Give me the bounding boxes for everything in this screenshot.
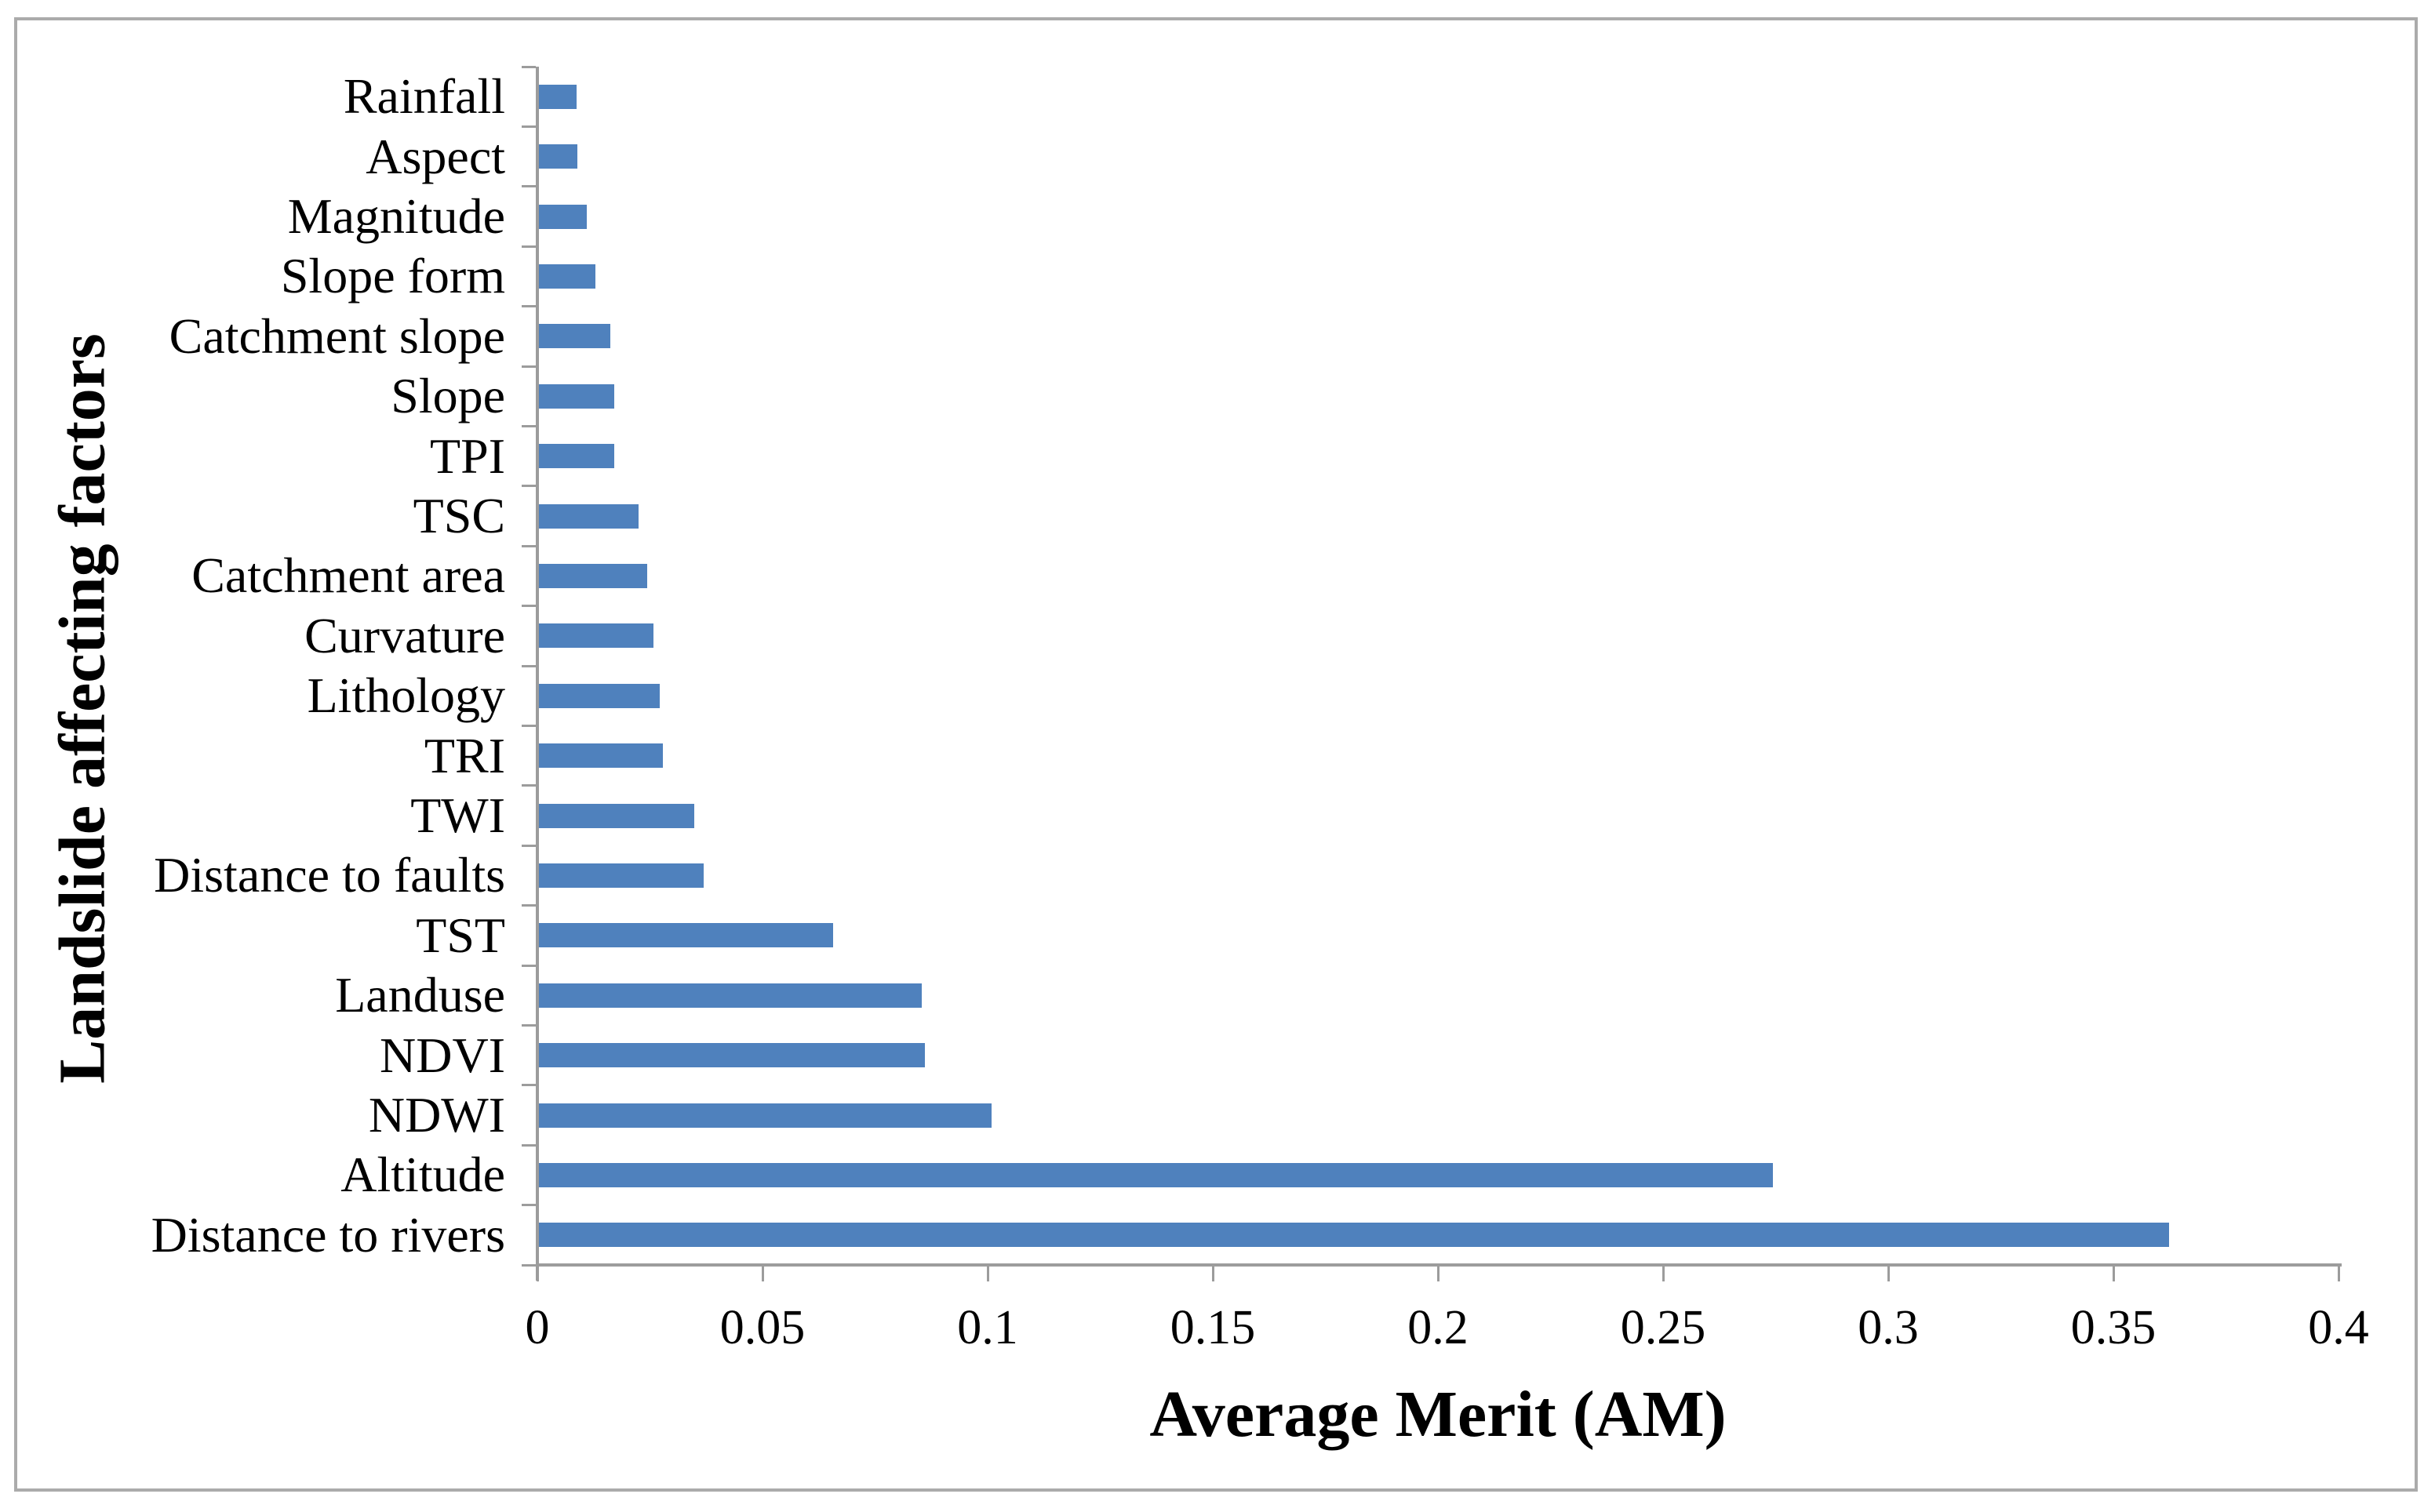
x-tick-label: 0.2 bbox=[1407, 1301, 1469, 1354]
y-axis-tick bbox=[522, 1084, 536, 1087]
bar bbox=[539, 204, 588, 229]
x-tick-label: 0.35 bbox=[2070, 1301, 2157, 1354]
x-axis-tick bbox=[761, 1267, 764, 1281]
x-tick-labels: 0 0.05 0.1 0.15 0.2 0.25 0.3 0.35 0.4 bbox=[526, 1265, 2369, 1359]
category-label: Magnitude bbox=[287, 187, 505, 244]
y-axis-tick bbox=[522, 185, 536, 188]
bar bbox=[539, 383, 615, 409]
y-axis-tick bbox=[522, 964, 536, 967]
category-label: Altitude bbox=[340, 1147, 505, 1203]
plot-area bbox=[522, 65, 2342, 1281]
category-label: TWI bbox=[410, 787, 505, 843]
category-label: Aspect bbox=[366, 128, 505, 184]
x-axis-tick bbox=[1887, 1267, 1890, 1281]
x-axis-tick bbox=[536, 1267, 539, 1281]
x-tick-label: 0.15 bbox=[1170, 1301, 1256, 1354]
bar bbox=[539, 863, 704, 888]
x-axis-tick bbox=[2112, 1267, 2115, 1281]
y-axis-tick bbox=[522, 724, 536, 727]
x-tick-label: 0.05 bbox=[719, 1301, 806, 1354]
y-axis-tick bbox=[522, 1023, 536, 1027]
y-axis-tick bbox=[522, 904, 536, 907]
bar bbox=[539, 983, 922, 1008]
x-axis-line bbox=[536, 1263, 2342, 1267]
y-axis-tick bbox=[522, 305, 536, 308]
chart-border bbox=[14, 17, 2418, 1492]
y-axis-tick bbox=[522, 544, 536, 547]
category-label: TPI bbox=[430, 427, 505, 484]
x-tick-label: 0 bbox=[525, 1301, 550, 1354]
y-axis-tick bbox=[522, 784, 536, 787]
category-label: Distance to rivers bbox=[151, 1206, 505, 1263]
category-label: Rainfall bbox=[343, 68, 505, 125]
category-label: Slope form bbox=[280, 248, 505, 304]
y-axis-tick bbox=[522, 245, 536, 248]
bar bbox=[539, 503, 639, 529]
y-axis-tick bbox=[522, 1204, 536, 1207]
y-axis-tick bbox=[522, 485, 536, 488]
y-axis-tick bbox=[522, 844, 536, 847]
bar bbox=[539, 264, 595, 289]
bar bbox=[539, 923, 833, 948]
bar bbox=[539, 1103, 992, 1128]
bar bbox=[539, 84, 577, 109]
category-labels: Rainfall Aspect Magnitude Slope form Catchme… bbox=[0, 67, 505, 1265]
y-axis-tick bbox=[522, 1143, 536, 1147]
y-axis-tick bbox=[522, 605, 536, 608]
bar bbox=[539, 144, 578, 169]
y-axis-tick bbox=[522, 424, 536, 427]
y-axis-tick bbox=[522, 1263, 536, 1267]
x-axis-tick bbox=[1436, 1267, 1440, 1281]
bar bbox=[539, 1223, 2169, 1248]
category-label: Landuse bbox=[335, 967, 505, 1023]
category-label: Distance to faults bbox=[154, 847, 505, 903]
x-tick-label: 0.1 bbox=[957, 1301, 1018, 1354]
x-tick-label: 0.4 bbox=[2308, 1301, 2369, 1354]
bar bbox=[539, 324, 611, 349]
bar bbox=[539, 563, 647, 588]
x-axis-tick bbox=[1662, 1267, 1665, 1281]
category-label: TRI bbox=[424, 727, 505, 783]
y-axis-tick bbox=[522, 664, 536, 667]
y-axis-tick bbox=[522, 365, 536, 368]
bar bbox=[539, 1043, 926, 1068]
x-axis-tick bbox=[986, 1267, 989, 1281]
category-label: NDVI bbox=[380, 1027, 505, 1083]
category-label: NDWI bbox=[368, 1086, 505, 1143]
x-tick-label: 0.25 bbox=[1620, 1301, 1706, 1354]
y-axis-line bbox=[536, 67, 539, 1281]
bar bbox=[539, 623, 653, 649]
y-axis-tick bbox=[522, 125, 536, 128]
category-label: Curvature bbox=[304, 607, 505, 663]
category-label: TST bbox=[416, 907, 505, 963]
x-axis-title: Average Merit (AM) bbox=[1149, 1378, 1727, 1451]
x-tick-label: 0.3 bbox=[1858, 1301, 1919, 1354]
category-label: TSC bbox=[413, 487, 505, 543]
bar bbox=[539, 1162, 1773, 1187]
bar bbox=[539, 743, 663, 769]
x-axis-tick bbox=[1211, 1267, 1214, 1281]
bar bbox=[539, 803, 695, 828]
bar bbox=[539, 683, 660, 708]
x-axis-tick bbox=[2337, 1267, 2340, 1281]
category-label: Slope bbox=[391, 368, 505, 424]
category-label: Catchment area bbox=[191, 547, 505, 604]
y-axis-tick bbox=[522, 65, 536, 68]
category-label: Catchment slope bbox=[169, 307, 505, 364]
category-label: Lithology bbox=[307, 667, 505, 724]
bar bbox=[539, 444, 615, 469]
